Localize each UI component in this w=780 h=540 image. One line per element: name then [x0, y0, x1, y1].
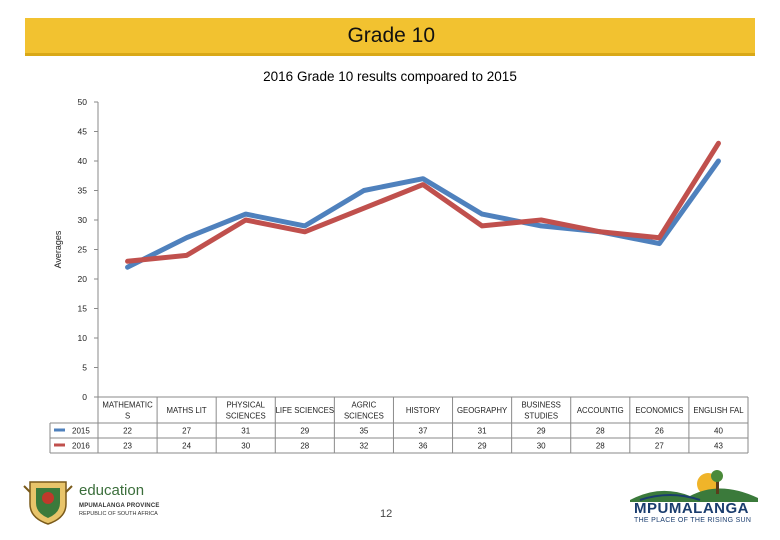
- y-tick-label: 5: [82, 363, 87, 373]
- x-category-label: GEOGRAPHY: [457, 406, 508, 415]
- table-cell-value: 36: [419, 442, 428, 451]
- y-tick-label: 45: [78, 127, 88, 137]
- table-cell-value: 26: [655, 427, 664, 436]
- data-point-2015: [481, 213, 483, 215]
- table-cell-value: 40: [714, 427, 723, 436]
- data-point-2015: [717, 160, 719, 162]
- mpumalanga-logo: MPUMALANGA THE PLACE OF THE RISING SUN: [630, 470, 758, 530]
- x-category-label: STUDIES: [524, 412, 558, 421]
- table-cell-value: 24: [182, 442, 191, 451]
- landscape-icon: [630, 470, 758, 502]
- y-tick-label: 10: [78, 333, 88, 343]
- x-category-label: HISTORY: [406, 406, 441, 415]
- table-cell-value: 22: [123, 427, 132, 436]
- data-point-2016: [245, 219, 247, 221]
- republic-label: REPUBLIC OF SOUTH AFRICA: [79, 511, 158, 517]
- data-point-2016: [540, 219, 542, 221]
- data-point-2015: [422, 178, 424, 180]
- slogan-label: THE PLACE OF THE RISING SUN: [634, 517, 752, 524]
- banner-title: Grade 10: [347, 24, 435, 47]
- table-cell-value: 29: [300, 427, 309, 436]
- page-number: 12: [380, 508, 393, 520]
- x-category-label: ACCOUNTIG: [577, 406, 624, 415]
- table-cell-value: 27: [655, 442, 664, 451]
- x-category-label: LIFE SCIENCES: [276, 406, 335, 415]
- table-cell-value: 28: [300, 442, 309, 451]
- y-tick-label: 40: [78, 156, 88, 166]
- table-cell-value: 27: [182, 427, 191, 436]
- data-point-2016: [599, 231, 601, 233]
- province-label: MPUMALANGA PROVINCE: [79, 503, 160, 509]
- table-cell-value: 43: [714, 442, 723, 451]
- data-point-2015: [186, 237, 188, 239]
- x-category-label: SCIENCES: [226, 412, 266, 421]
- legend-swatch: [54, 428, 65, 432]
- mpumalanga-label: MPUMALANGA: [634, 500, 749, 517]
- data-point-2015: [658, 243, 660, 245]
- data-point-2016: [127, 260, 129, 262]
- data-point-2015: [304, 225, 306, 227]
- x-category-label: PHYSICAL: [226, 401, 265, 410]
- y-tick-label: 25: [78, 245, 88, 255]
- data-point-2015: [363, 190, 365, 191]
- data-point-2016: [717, 142, 719, 144]
- chart-title: 2016 Grade 10 results compoared to 2015: [263, 69, 517, 84]
- table-cell-value: 35: [359, 427, 368, 436]
- x-category-label: ENGLISH FAL: [693, 406, 744, 415]
- education-label: education: [79, 482, 145, 499]
- legend-swatch: [54, 443, 65, 447]
- x-category-label: MATHS LIT: [167, 406, 207, 415]
- y-tick-label: 50: [78, 97, 88, 107]
- table-cell-value: 31: [478, 427, 487, 436]
- education-logo: education MPUMALANGA PROVINCE REPUBLIC O…: [22, 476, 182, 526]
- y-tick-label: 15: [78, 304, 88, 314]
- table-cell-value: 29: [478, 442, 487, 451]
- table-cell-value: 30: [241, 442, 250, 451]
- data-point-2016: [481, 225, 483, 227]
- legend-label: 2016: [72, 442, 90, 451]
- table-cell-value: 29: [537, 427, 546, 436]
- data-point-2015: [245, 213, 247, 215]
- data-point-2016: [304, 231, 306, 233]
- table-cell-value: 30: [537, 442, 546, 451]
- data-point-2016: [186, 254, 188, 256]
- data-point-2016: [422, 184, 424, 186]
- table-cell-value: 28: [596, 427, 605, 436]
- series-line-2016: [125, 140, 721, 264]
- table-cell-value: 28: [596, 442, 605, 451]
- y-tick-label: 30: [78, 215, 88, 225]
- series-line-2015: [125, 158, 721, 270]
- data-point-2016: [363, 207, 365, 209]
- table-cell-value: 37: [419, 427, 428, 436]
- table-cell-value: 23: [123, 442, 132, 451]
- y-tick-label: 20: [78, 274, 88, 284]
- y-tick-label: 0: [82, 392, 87, 402]
- coat-of-arms-icon: [23, 481, 73, 525]
- table-cell-value: 31: [241, 427, 250, 436]
- legend-label: 2015: [72, 427, 90, 436]
- table-cell-value: 32: [359, 442, 368, 451]
- x-category-label: MATHEMATIC: [102, 401, 153, 410]
- y-tick-label: 35: [78, 186, 88, 196]
- title-banner: Grade 10: [25, 18, 755, 56]
- y-axis-label: Averages: [53, 230, 63, 268]
- x-category-label: BUSINESS: [521, 401, 560, 410]
- x-category-label: ECONOMICS: [635, 406, 683, 415]
- data-point-2015: [127, 266, 129, 268]
- data-point-2015: [540, 225, 542, 227]
- x-category-label: AGRIC: [352, 401, 377, 410]
- data-point-2016: [658, 237, 660, 239]
- x-category-label: S: [125, 412, 130, 421]
- x-category-label: SCIENCES: [344, 412, 384, 421]
